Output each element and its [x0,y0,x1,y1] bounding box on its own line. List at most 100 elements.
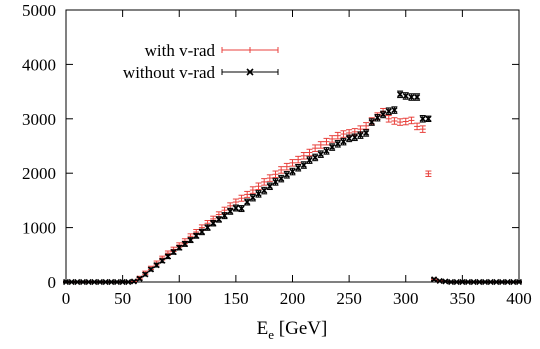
data-point [244,198,251,206]
data-point [329,135,336,143]
y-tick-label: 5000 [22,1,56,20]
y-tick-label: 0 [48,273,57,292]
data-point [476,278,483,286]
data-point [261,186,268,195]
data-point [153,262,160,269]
data-point [198,228,205,236]
data-point [397,118,404,126]
x-tick-label: 50 [114,289,131,308]
data-point [391,117,398,125]
x-tick-label: 0 [62,289,71,308]
data-point [278,166,285,174]
data-point [504,278,511,286]
data-point [164,253,171,260]
legend-marker-without-v-rad [221,68,279,76]
data-point [425,115,432,123]
axis-ticks [65,9,520,283]
data-point [204,224,211,231]
data-point [295,163,302,172]
data-point [414,122,421,131]
data-point [300,161,307,169]
data-point [402,92,409,100]
data-point [210,220,217,227]
data-point [334,131,341,140]
data-point [306,148,313,157]
data-point [244,190,251,198]
series-with-v-rad [63,107,522,284]
data-point [283,162,290,171]
data-point [312,153,319,162]
plot-frame [65,9,520,283]
data-point [295,155,302,164]
data-point [481,278,489,286]
x-tick-label: 350 [450,289,476,308]
data-point [136,275,143,282]
x-axis-title-unit: [GeV] [274,318,327,339]
x-axis-title-main: E [257,318,269,339]
data-point [419,125,426,133]
data-point [215,216,222,223]
data-point [266,174,273,182]
data-point [108,278,115,286]
data-point [125,278,132,286]
data-point [130,278,138,285]
x-tick-label: 100 [167,289,193,308]
data-point [181,240,188,247]
data-point [515,278,523,286]
x-tick-label: 300 [393,289,419,308]
data-point [266,182,273,191]
data-point [425,170,432,177]
data-point [187,237,194,244]
data-point [408,116,415,125]
data-point [385,107,392,115]
data-point [272,170,279,179]
data-point [170,249,177,256]
data-point [397,90,404,99]
data-point [436,277,443,284]
legend-label-without-v-rad: without v-rad [123,63,216,82]
data-point [317,141,324,149]
data-point [221,212,228,220]
x-axis-title: Ee [GeV] [257,318,328,342]
data-point [430,276,438,283]
data-point [232,198,239,206]
data-point [306,156,313,164]
data-point [278,174,285,183]
data-point [357,131,364,139]
x-tick-label: 400 [506,289,532,308]
data-point [329,143,336,151]
data-point [62,278,70,286]
data-point [193,232,200,239]
data-point [289,167,296,176]
data-point [368,118,375,126]
data-point [238,194,245,202]
data-point [159,257,166,264]
data-point [255,182,262,191]
data-point [272,178,279,186]
x-tick-label: 150 [223,289,249,308]
data-point [227,207,234,215]
data-point [334,140,341,148]
data-point [300,152,307,160]
data-point [470,278,477,286]
x-tick-label: 200 [280,289,306,308]
x-axis-title-subscript: e [268,327,274,342]
data-point [249,193,256,202]
data-point [85,278,92,286]
data-point [119,278,126,286]
data-point [487,278,494,286]
data-point [391,106,398,114]
data-point [340,130,347,138]
data-point [323,147,330,155]
data-point [414,93,421,101]
series-without-v-rad [62,90,523,286]
data-point [79,278,87,286]
tick-labels: 0 50 100 150 200 250 300 350 4000100020003000400… [22,1,532,308]
y-tick-label: 1000 [22,219,56,238]
data-point [249,186,256,194]
data-point [96,278,104,286]
data-point [346,134,353,143]
data-point [493,278,500,286]
data-point [323,137,330,146]
data-point [340,137,347,146]
